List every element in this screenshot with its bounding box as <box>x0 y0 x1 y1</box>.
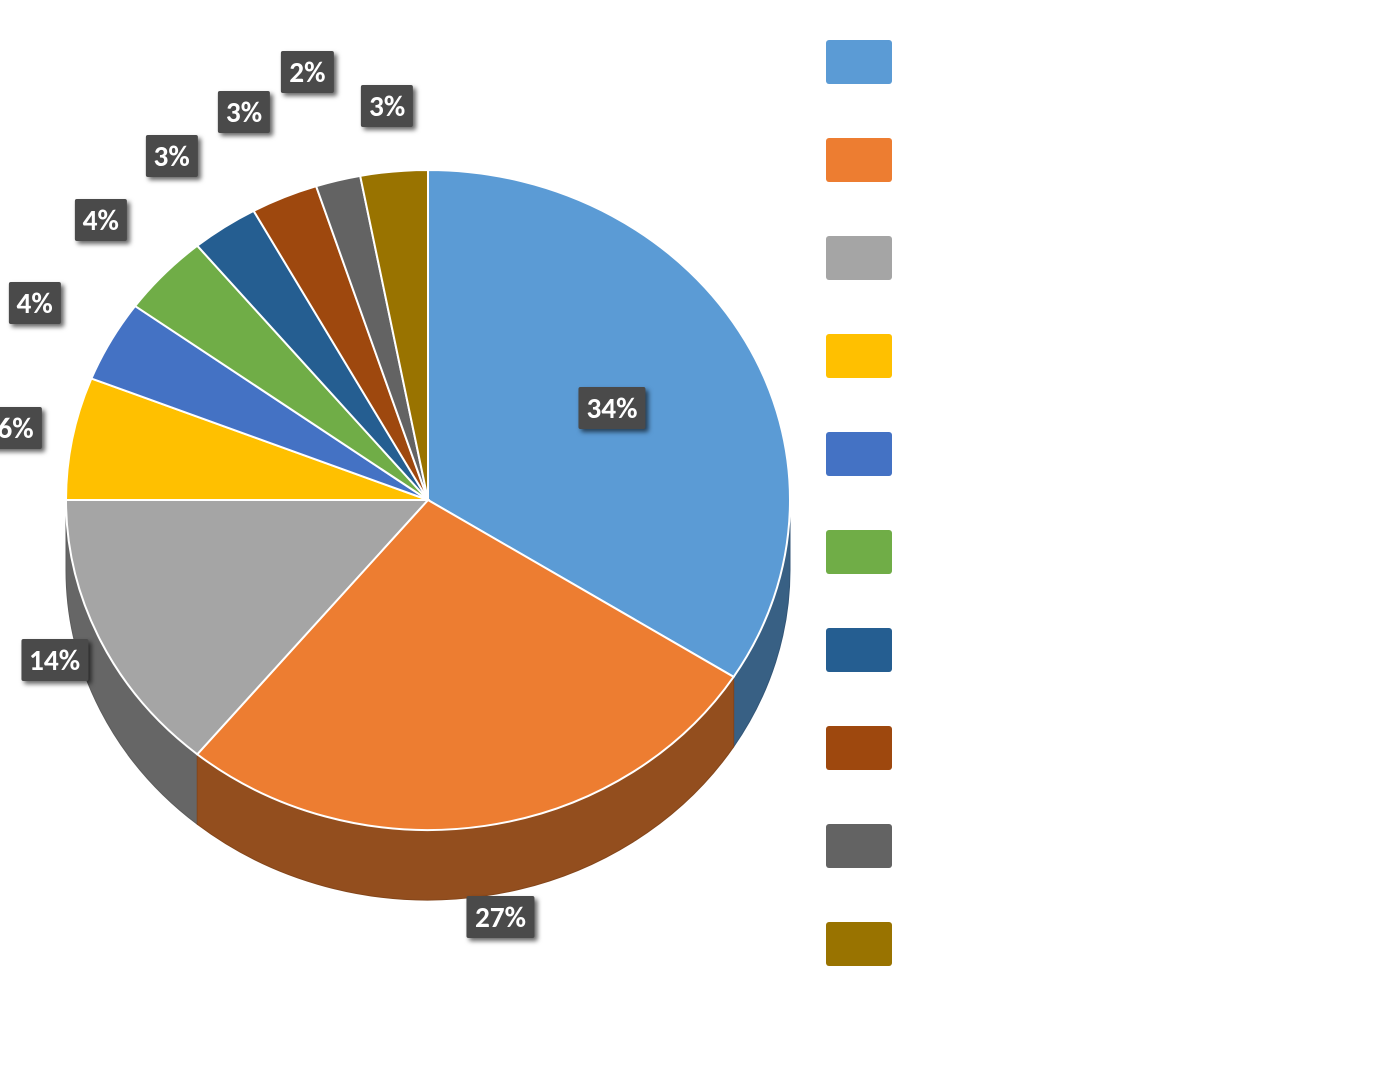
legend-item <box>826 824 906 868</box>
legend-item <box>826 530 906 574</box>
slice-label: 6% <box>0 407 42 449</box>
slice-label: 34% <box>578 387 645 429</box>
legend-item <box>826 628 906 672</box>
chart-stage: 34% 27% 14% 6% 4% 4% 3% 3% 2% 3% <box>0 0 1400 1080</box>
legend-swatch <box>826 726 892 770</box>
slice-label: 3% <box>145 135 197 177</box>
legend-swatch <box>826 922 892 966</box>
legend-item <box>826 40 906 84</box>
slice-label: 3% <box>218 91 270 133</box>
legend-item <box>826 236 906 280</box>
legend-swatch <box>826 432 892 476</box>
legend-swatch <box>826 236 892 280</box>
legend-item <box>826 726 906 770</box>
legend-swatch <box>826 138 892 182</box>
legend-item <box>826 138 906 182</box>
slice-label: 2% <box>281 51 333 93</box>
pie-chart: 34% 27% 14% 6% 4% 4% 3% 3% 2% 3% <box>0 0 1400 1080</box>
slice-label: 3% <box>361 85 413 127</box>
legend-swatch <box>826 334 892 378</box>
legend-swatch <box>826 824 892 868</box>
slice-label: 4% <box>9 282 61 324</box>
legend-swatch <box>826 40 892 84</box>
legend-item <box>826 334 906 378</box>
slice-label: 4% <box>75 199 127 241</box>
slice-label: 27% <box>467 896 534 938</box>
slice-label: 14% <box>21 639 88 681</box>
legend-item <box>826 922 906 966</box>
legend-swatch <box>826 628 892 672</box>
legend-item <box>826 432 906 476</box>
legend-swatch <box>826 530 892 574</box>
